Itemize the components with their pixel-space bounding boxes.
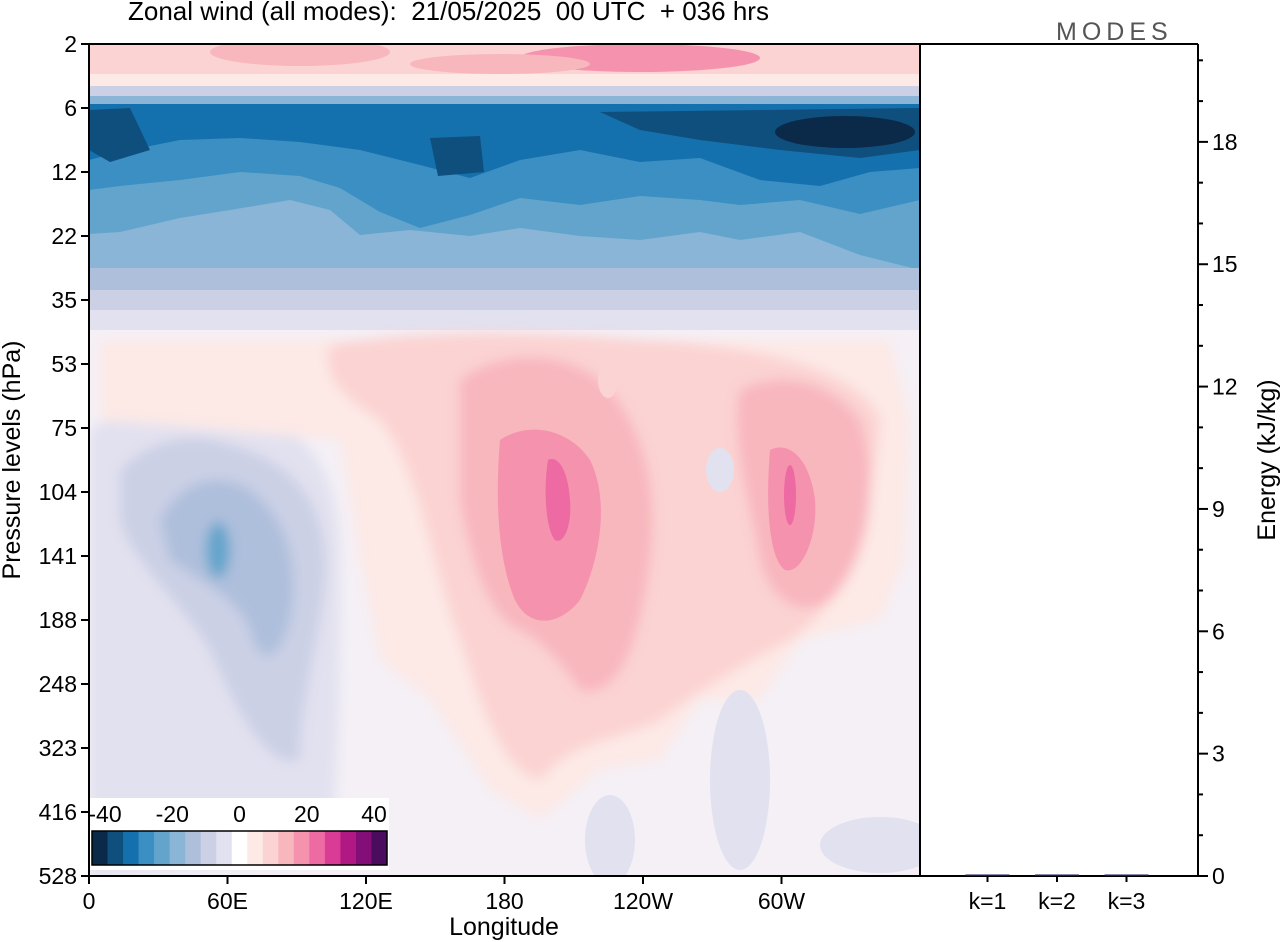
x-tick-label: 60W: [758, 888, 806, 914]
energy-bar: [1104, 874, 1149, 876]
westerly-peak-west: [545, 459, 571, 541]
energy-tick-label: 3: [1212, 741, 1225, 767]
westerly-peak-east: [784, 465, 796, 525]
energy-tick-label: 12: [1212, 374, 1238, 400]
weak-patch-4: [820, 817, 920, 873]
x-tick-label: 60E: [207, 888, 248, 914]
band-easterly-strong: [89, 108, 920, 176]
y-tick-label: 323: [39, 735, 77, 761]
band-transition-2: [89, 86, 920, 96]
energy-category-label: k=3: [1108, 888, 1146, 914]
colorbar-swatch: [278, 831, 295, 865]
y-tick-label: 75: [51, 415, 77, 441]
energy-tick-label: 9: [1212, 496, 1225, 522]
band-transition-1: [89, 74, 920, 86]
energy-category-label: k=1: [969, 888, 1007, 914]
colorbar-label: 20: [294, 801, 320, 827]
y-axis-label: Pressure levels (hPa): [0, 341, 26, 580]
y-tick-label: 2: [64, 31, 77, 57]
band-transition-4: [89, 290, 920, 310]
colorbar-swatch: [355, 831, 372, 865]
colorbar-label: -20: [156, 801, 189, 827]
x-axis-label: Longitude: [449, 913, 559, 941]
colorbar-swatch: [293, 831, 310, 865]
energy-tick-label: 6: [1212, 618, 1225, 644]
energy-bar: [1035, 874, 1079, 876]
x-tick-label: 120E: [339, 888, 393, 914]
y-tick-label: 141: [39, 543, 77, 569]
y-tick-label: 6: [64, 95, 77, 121]
colorbar-swatch: [231, 831, 248, 865]
zonal-wind-heatmap: [89, 44, 920, 876]
colorbar-swatch: [123, 831, 140, 865]
colorbar-swatch: [262, 831, 279, 865]
colorbar-label: 0: [233, 801, 246, 827]
colorbar-label: -40: [88, 801, 121, 827]
energy-bar: [965, 874, 1010, 876]
band-transition-5: [89, 310, 920, 330]
colorbar-swatch: [309, 831, 326, 865]
colorbar-swatch: [138, 831, 155, 865]
y-tick-label: 104: [39, 479, 78, 505]
x-tick-label: 120W: [613, 888, 673, 914]
weak-patch-1: [706, 448, 734, 492]
y-tick-label: 248: [39, 671, 77, 697]
blob-top-pink-3: [410, 54, 590, 74]
chart-title: Zonal wind (all modes): 21/05/2025 00 UT…: [128, 0, 769, 26]
colorbar-swatch: [371, 831, 388, 865]
x-tick-label: 180: [485, 888, 523, 914]
y-tick-label: 188: [39, 607, 77, 633]
easterly-lobe-core: [206, 522, 230, 578]
y-tick-label: 53: [51, 351, 77, 377]
brand-logo: MODES: [1056, 18, 1173, 46]
energy-axis-label: Energy (kJ/kg): [1253, 379, 1280, 540]
colorbar-label: 40: [361, 801, 387, 827]
weak-patch-5: [598, 362, 618, 398]
colorbar-swatch: [216, 831, 233, 865]
easterly-minimum: [775, 116, 915, 148]
x-tick-label: 0: [83, 888, 96, 914]
y-tick-label: 12: [51, 159, 77, 185]
colorbar-swatch: [92, 831, 109, 865]
y-tick-label: 416: [39, 799, 77, 825]
colorbar-swatch: [169, 831, 186, 865]
energy-bar-panel: 0 3 6 9 12 15 18 k=1 k=2 k=3: [920, 43, 1238, 914]
blob-top-pink-1: [210, 44, 390, 66]
energy-tick-label: 0: [1212, 863, 1225, 889]
band-transition-3: [89, 268, 920, 292]
colorbar-swatch: [107, 831, 124, 865]
colorbar-swatch: [324, 831, 341, 865]
colorbar-frame: [91, 830, 388, 866]
colorbar-swatch: [185, 831, 202, 865]
y-tick-label: 22: [51, 223, 77, 249]
energy-category-label: k=2: [1038, 888, 1076, 914]
colorbar-swatch: [200, 831, 217, 865]
weak-patch-3: [585, 795, 635, 876]
weak-patch-2: [710, 690, 770, 870]
colorbar-swatch: [247, 831, 264, 865]
energy-tick-label: 15: [1212, 251, 1238, 277]
y-tick-label: 35: [51, 287, 77, 313]
energy-tick-label: 18: [1212, 129, 1238, 155]
colorbar-swatch: [340, 831, 357, 865]
y-tick-label: 528: [39, 863, 77, 889]
colorbar-swatch: [154, 831, 171, 865]
colorbar: -40 -20 0 20 40: [88, 798, 389, 870]
